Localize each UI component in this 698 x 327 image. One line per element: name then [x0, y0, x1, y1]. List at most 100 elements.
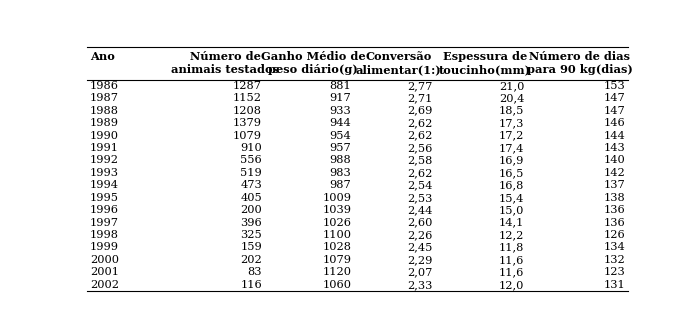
- Text: 138: 138: [604, 193, 625, 203]
- Text: 132: 132: [604, 255, 625, 265]
- Text: 2002: 2002: [90, 280, 119, 290]
- Text: 1026: 1026: [322, 217, 351, 228]
- Text: 1994: 1994: [90, 180, 119, 190]
- Text: 917: 917: [329, 93, 351, 103]
- Text: 1100: 1100: [322, 230, 351, 240]
- Text: 396: 396: [240, 217, 262, 228]
- Text: 136: 136: [604, 205, 625, 215]
- Text: 2,58: 2,58: [407, 155, 432, 165]
- Text: 14,1: 14,1: [499, 217, 524, 228]
- Text: 1997: 1997: [90, 217, 119, 228]
- Text: 1079: 1079: [322, 255, 351, 265]
- Text: Número de: Número de: [190, 51, 260, 61]
- Text: 17,2: 17,2: [499, 130, 524, 141]
- Text: animais testados: animais testados: [171, 64, 279, 75]
- Text: 2,53: 2,53: [407, 193, 432, 203]
- Text: 142: 142: [604, 168, 625, 178]
- Text: 1989: 1989: [90, 118, 119, 128]
- Text: Número de dias: Número de dias: [529, 51, 630, 61]
- Text: 325: 325: [240, 230, 262, 240]
- Text: 1009: 1009: [322, 193, 351, 203]
- Text: 136: 136: [604, 217, 625, 228]
- Text: 2,33: 2,33: [407, 280, 432, 290]
- Text: 2001: 2001: [90, 267, 119, 277]
- Text: 2,77: 2,77: [407, 81, 432, 91]
- Text: 11,6: 11,6: [499, 267, 524, 277]
- Text: 1992: 1992: [90, 155, 119, 165]
- Text: 1079: 1079: [233, 130, 262, 141]
- Text: 2,62: 2,62: [407, 118, 432, 128]
- Text: 910: 910: [240, 143, 262, 153]
- Text: 944: 944: [329, 118, 351, 128]
- Text: Ano: Ano: [90, 51, 115, 61]
- Text: 1060: 1060: [322, 280, 351, 290]
- Text: 1990: 1990: [90, 130, 119, 141]
- Text: Ganho Médio de: Ganho Médio de: [261, 51, 366, 61]
- Text: Espessura de: Espessura de: [443, 51, 527, 61]
- Text: 144: 144: [604, 130, 625, 141]
- Text: 18,5: 18,5: [499, 106, 524, 116]
- Text: 2,62: 2,62: [407, 168, 432, 178]
- Text: 147: 147: [604, 93, 625, 103]
- Text: 2,44: 2,44: [407, 205, 432, 215]
- Text: 1998: 1998: [90, 230, 119, 240]
- Text: 933: 933: [329, 106, 351, 116]
- Text: 20,4: 20,4: [499, 93, 524, 103]
- Text: 12,2: 12,2: [499, 230, 524, 240]
- Text: 126: 126: [604, 230, 625, 240]
- Text: 2,71: 2,71: [407, 93, 432, 103]
- Text: 200: 200: [240, 205, 262, 215]
- Text: 140: 140: [604, 155, 625, 165]
- Text: 16,9: 16,9: [499, 155, 524, 165]
- Text: 1379: 1379: [233, 118, 262, 128]
- Text: 2,60: 2,60: [407, 217, 432, 228]
- Text: 983: 983: [329, 168, 351, 178]
- Text: 957: 957: [329, 143, 351, 153]
- Text: 1995: 1995: [90, 193, 119, 203]
- Text: 1996: 1996: [90, 205, 119, 215]
- Text: 2,54: 2,54: [407, 180, 432, 190]
- Text: 1028: 1028: [322, 243, 351, 252]
- Text: 2,07: 2,07: [407, 267, 432, 277]
- Text: 2,56: 2,56: [407, 143, 432, 153]
- Text: 881: 881: [329, 81, 351, 91]
- Text: 134: 134: [604, 243, 625, 252]
- Text: 1039: 1039: [322, 205, 351, 215]
- Text: 11,8: 11,8: [499, 243, 524, 252]
- Text: 2,29: 2,29: [407, 255, 432, 265]
- Text: 2,62: 2,62: [407, 130, 432, 141]
- Text: 21,0: 21,0: [499, 81, 524, 91]
- Text: 17,3: 17,3: [499, 118, 524, 128]
- Text: toucinho(mm): toucinho(mm): [439, 64, 531, 75]
- Text: 2000: 2000: [90, 255, 119, 265]
- Text: 17,4: 17,4: [499, 143, 524, 153]
- Text: 988: 988: [329, 155, 351, 165]
- Text: 146: 146: [604, 118, 625, 128]
- Text: 153: 153: [604, 81, 625, 91]
- Text: 1120: 1120: [322, 267, 351, 277]
- Text: 143: 143: [604, 143, 625, 153]
- Text: 16,5: 16,5: [499, 168, 524, 178]
- Text: 1988: 1988: [90, 106, 119, 116]
- Text: 1208: 1208: [233, 106, 262, 116]
- Text: 1999: 1999: [90, 243, 119, 252]
- Text: 137: 137: [604, 180, 625, 190]
- Text: 116: 116: [240, 280, 262, 290]
- Text: 556: 556: [240, 155, 262, 165]
- Text: 2,26: 2,26: [407, 230, 432, 240]
- Text: 159: 159: [240, 243, 262, 252]
- Text: 131: 131: [604, 280, 625, 290]
- Text: 405: 405: [240, 193, 262, 203]
- Text: 2,45: 2,45: [407, 243, 432, 252]
- Text: 1991: 1991: [90, 143, 119, 153]
- Text: 15,0: 15,0: [499, 205, 524, 215]
- Text: 954: 954: [329, 130, 351, 141]
- Text: peso diário(g): peso diário(g): [268, 64, 358, 75]
- Text: 473: 473: [240, 180, 262, 190]
- Text: para 90 kg(dias): para 90 kg(dias): [526, 64, 632, 75]
- Text: 987: 987: [329, 180, 351, 190]
- Text: 202: 202: [240, 255, 262, 265]
- Text: 147: 147: [604, 106, 625, 116]
- Text: 16,8: 16,8: [499, 180, 524, 190]
- Text: 1986: 1986: [90, 81, 119, 91]
